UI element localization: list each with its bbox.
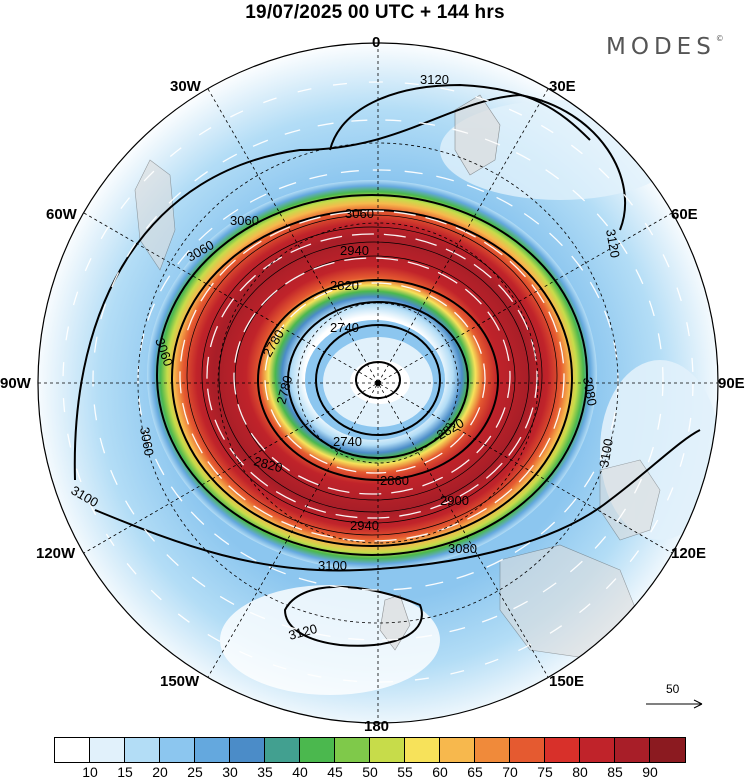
colorbar-swatch: [195, 738, 230, 762]
lon-label-60w: 60W: [46, 206, 77, 223]
colorbar-swatch: [545, 738, 580, 762]
lon-label-150w: 150W: [160, 673, 200, 690]
colorbar-tick-label: 40: [292, 764, 308, 780]
contour-label: 2740: [330, 320, 359, 335]
colorbar-swatch: [55, 738, 90, 762]
lon-label-90w: 90W: [0, 375, 31, 392]
contour-label: 2780: [273, 374, 295, 406]
colorbar-swatch: [160, 738, 195, 762]
colorbar-tick-label: 35: [257, 764, 273, 780]
contour-label: 3120: [287, 621, 319, 643]
lon-label-120w: 120W: [36, 545, 76, 562]
lon-label-30w: 30W: [170, 78, 201, 95]
colorbar-swatch: [475, 738, 510, 762]
map-title: 19/07/2025 00 UTC + 144 hrs: [245, 2, 505, 23]
colorbar-swatch: [615, 738, 650, 762]
contour-label: 2940: [340, 243, 369, 258]
reference-vector-label: 50: [666, 682, 680, 696]
colorbar-tick-label: 20: [152, 764, 168, 780]
colorbar-tick-label: 60: [432, 764, 448, 780]
contour-label: 3120: [603, 228, 623, 259]
colorbar-tick-label: 25: [187, 764, 203, 780]
colorbar-swatch: [90, 738, 125, 762]
colorbar-tick-label: 85: [607, 764, 623, 780]
contour-label: 3060: [137, 426, 157, 457]
lon-label-30e: 30E: [549, 78, 576, 95]
colorbar-swatch: [405, 738, 440, 762]
colorbar-tick-label: 30: [222, 764, 238, 780]
reference-vector-arrow-icon: [646, 699, 703, 709]
lon-label-0: 0: [372, 34, 381, 51]
contour-label: 2820: [252, 453, 284, 475]
colorbar-swatch: [335, 738, 370, 762]
colorbar-tick-label: 65: [467, 764, 483, 780]
contour-label: 3100: [596, 437, 616, 468]
colorbar-swatch: [440, 738, 475, 762]
contour-label: 2860: [380, 473, 409, 488]
colorbar-tick-label: 55: [397, 764, 413, 780]
lon-label-120e: 120E: [671, 545, 707, 562]
contour-label: 2900: [440, 493, 469, 508]
colorbar-tick-label: 75: [537, 764, 553, 780]
contour-label: 2740: [333, 434, 362, 449]
colorbar-swatch: [370, 738, 405, 762]
colorbar: [54, 737, 686, 763]
colorbar-tick-label: 15: [117, 764, 133, 780]
colorbar-swatch: [300, 738, 335, 762]
colorbar-tick-label: 70: [502, 764, 518, 780]
contour-label: 3060: [345, 206, 374, 221]
colorbar-swatch: [580, 738, 615, 762]
lon-label-90e: 90E: [718, 375, 745, 392]
contour-label: 3080: [580, 376, 600, 407]
lon-label-150e: 150E: [549, 673, 585, 690]
contour-label: 3060: [230, 213, 259, 228]
lon-label-180: 180: [364, 718, 390, 735]
contour-label: 3100: [318, 558, 347, 573]
lon-label-60e: 60E: [671, 206, 698, 223]
colorbar-swatch: [510, 738, 545, 762]
colorbar-swatch: [125, 738, 160, 762]
colorbar-tick-label: 80: [572, 764, 588, 780]
contour-label: 3120: [420, 72, 449, 87]
colorbar-swatch: [650, 738, 685, 762]
colorbar-swatch: [230, 738, 265, 762]
colorbar-tick-label: 50: [362, 764, 378, 780]
contour-label: 2940: [350, 518, 379, 533]
colorbar-tick-label: 10: [82, 764, 98, 780]
modes-logo: MODES©: [606, 34, 724, 60]
colorbar-tick-label: 90: [642, 764, 658, 780]
colorbar-tick-label: 45: [327, 764, 343, 780]
contour-label: 3080: [448, 541, 477, 556]
colorbar-swatch: [265, 738, 300, 762]
contour-label: 2820: [330, 278, 359, 293]
